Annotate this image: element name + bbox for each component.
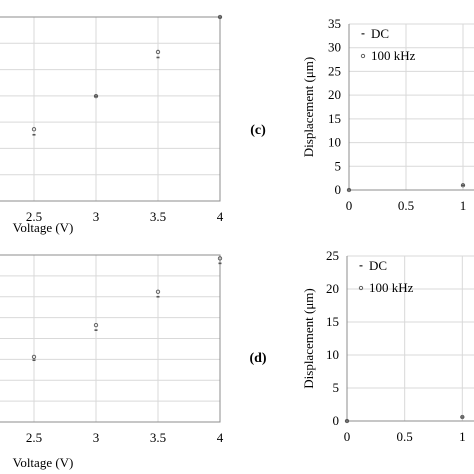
d-x-tick-label-1: 0.5: [397, 429, 413, 444]
bottom-left-series-0-point-4: [156, 295, 160, 298]
d-x-tick-label-2: 1: [459, 429, 466, 444]
top-left-series-0-point-3: [94, 95, 98, 97]
c-legend-marker-0: [361, 33, 365, 35]
bottom-left-x-tick-label-3: 3: [93, 430, 100, 445]
c-legend-label-0: DC: [371, 26, 389, 41]
c-y-tick-label-5: 25: [328, 63, 341, 78]
top-left-series-0-point-2: [32, 133, 36, 136]
top-left-series-0-point-4: [156, 56, 160, 59]
top-left-plot-frame: [0, 16, 221, 202]
d-legend-marker-1: [358, 285, 364, 291]
bottom-left-series-1-point-2: [31, 354, 37, 360]
top-left-series-1-point-2: [31, 127, 37, 132]
c-series-1-point-0: [346, 187, 352, 193]
bottom-left-x-tick-label-4: 3.5: [150, 430, 166, 445]
d-y-tick-label-2: 10: [326, 347, 339, 362]
top-left-series-1-point-5: [217, 14, 223, 20]
d-y-tick-label-0: 0: [333, 413, 340, 428]
bottom-left-series-0-point-2: [32, 359, 36, 362]
c-y-tick-label-6: 30: [328, 40, 341, 55]
c-y-axis-label: Displacement (μm): [301, 57, 316, 157]
bottom-left-series-1-point-3: [93, 322, 99, 328]
d-y-axis-label: Displacement (μm): [301, 288, 316, 388]
d-legend-label-0: DC: [369, 258, 387, 273]
top-left-x-axis-label: Voltage (V): [13, 220, 74, 235]
c-panel-label: (c): [250, 123, 266, 138]
c-series-1-point-1: [460, 183, 466, 188]
d-y-tick-label-1: 5: [333, 380, 340, 395]
c-y-tick-label-4: 20: [328, 87, 341, 102]
c-x-tick-label-2: 1: [460, 198, 467, 213]
bottom-left-series-1-point-5: [217, 256, 223, 261]
bottom-left-series-1-point-4: [155, 289, 161, 294]
d-y-tick-label-5: 25: [326, 248, 339, 263]
d-series-1-point-1: [460, 414, 465, 420]
top-left-x-tick-label-4: 3.5: [150, 209, 166, 224]
c-legend-label-1: 100 kHz: [371, 48, 416, 63]
d-panel-label: (d): [249, 351, 266, 366]
top-left-x-tick-label-5: 4: [217, 209, 224, 224]
bottom-left-x-axis-label: Voltage (V): [13, 455, 74, 470]
bottom-left-x-tick-label-2: 2.5: [26, 430, 42, 445]
c-series-0-point-1: [461, 184, 465, 187]
d-series-1-point-0: [344, 418, 350, 424]
bottom-left-plot-frame: [0, 254, 221, 423]
top-left-series-0-point-5: [218, 16, 222, 18]
d-series-0-point-0: [345, 420, 349, 422]
top-left-x-tick-label-2: 2.5: [26, 209, 42, 224]
c-legend-marker-1: [360, 53, 366, 59]
bottom-left-x-tick-label-5: 4: [217, 430, 224, 445]
c-y-tick-label-7: 35: [328, 16, 341, 31]
c-series-0-point-0: [347, 189, 351, 191]
d-y-tick-label-4: 20: [326, 281, 339, 296]
top-left-series-1-point-4: [155, 49, 161, 55]
d-x-tick-label-0: 0: [344, 429, 351, 444]
c-y-tick-label-1: 5: [335, 158, 342, 173]
d-series-0-point-1: [460, 416, 464, 418]
top-left-x-tick-label-3: 3: [93, 209, 100, 224]
d-y-tick-label-3: 15: [326, 314, 339, 329]
c-x-tick-label-0: 0: [346, 198, 353, 213]
d-legend-marker-0: [359, 265, 363, 267]
c-y-tick-label-3: 15: [328, 111, 341, 126]
bottom-left-series-0-point-5: [218, 262, 222, 265]
c-y-tick-label-0: 0: [335, 182, 342, 197]
bottom-left-series-0-point-3: [94, 329, 98, 331]
c-x-tick-label-1: 0.5: [398, 198, 414, 213]
top-left-series-1-point-3: [93, 93, 99, 99]
d-legend-label-1: 100 kHz: [369, 280, 414, 295]
c-y-tick-label-2: 10: [328, 135, 341, 150]
